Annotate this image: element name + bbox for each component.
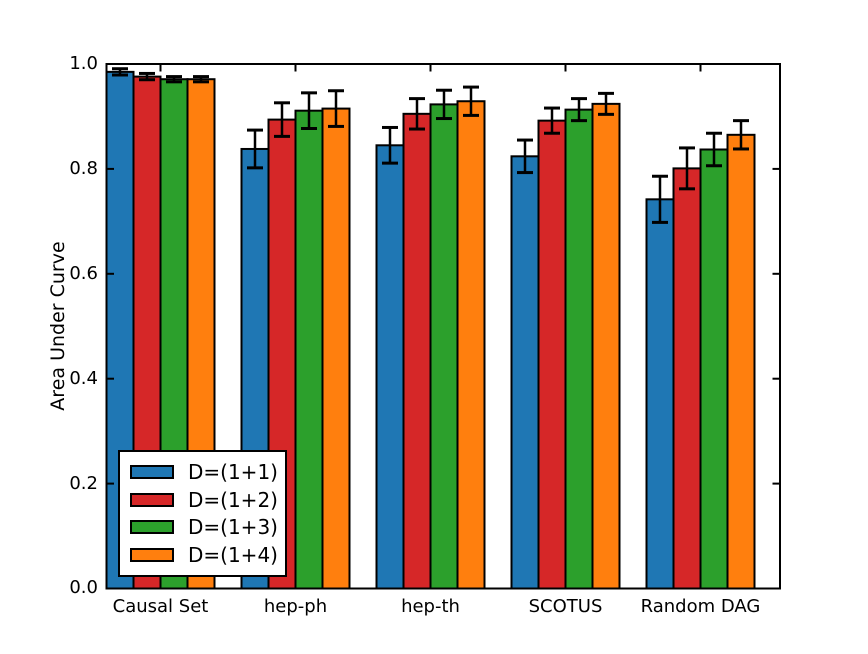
bar-random-dag-s1	[645, 198, 675, 590]
bar-hep-th-s1	[375, 144, 405, 590]
legend-swatch-d12	[130, 492, 174, 507]
ytick-label-0.8: 0.8	[69, 158, 98, 179]
legend-label-d14: D=(1+4)	[188, 543, 278, 568]
legend-label-d13: D=(1+3)	[188, 515, 278, 540]
y-axis-title: Area Under Curve	[47, 241, 69, 411]
bar-scotus-s3	[564, 108, 594, 590]
bar-hep-th-s2	[402, 112, 432, 590]
legend-item-d11: D=(1+1)	[130, 459, 278, 484]
ytick-label-0.6: 0.6	[69, 263, 98, 284]
ytick-label-0.2: 0.2	[69, 473, 98, 494]
bar-hep-ph-s3	[294, 109, 324, 590]
legend-item-d14: D=(1+4)	[130, 543, 278, 568]
axes-frame	[105, 63, 781, 590]
legend: D=(1+1) D=(1+2) D=(1+3) D=(1+4)	[118, 450, 287, 577]
bar-scotus-s2	[537, 119, 567, 590]
legend-item-d12: D=(1+2)	[130, 487, 278, 512]
bar-random-dag-s2	[672, 167, 702, 590]
bar-hep-th-s3	[429, 103, 459, 590]
xtick-label-hep-ph: hep-ph	[263, 596, 328, 617]
ytick-label-0.4: 0.4	[69, 368, 98, 389]
legend-label-d11: D=(1+1)	[188, 459, 278, 484]
legend-swatch-d11	[130, 464, 174, 479]
bar-hep-th-s4	[456, 100, 486, 590]
bar-random-dag-s3	[699, 148, 729, 590]
xtick-label-random-dag: Random DAG	[640, 596, 761, 617]
xtick-label-hep-th: hep-th	[401, 596, 460, 617]
ytick-label-0.0: 0.0	[69, 577, 98, 598]
legend-label-d12: D=(1+2)	[188, 487, 278, 512]
ytick-label-1.0: 1.0	[69, 53, 98, 74]
legend-item-d13: D=(1+3)	[130, 515, 278, 540]
bar-random-dag-s4	[726, 133, 756, 590]
xtick-label-scotus: SCOTUS	[528, 596, 603, 617]
legend-swatch-d14	[130, 548, 174, 563]
legend-swatch-d13	[130, 520, 174, 535]
xtick-label-causal-set: Causal Set	[112, 596, 209, 617]
bar-scotus-s4	[591, 102, 621, 590]
bar-scotus-s1	[510, 155, 540, 590]
bar-hep-ph-s4	[321, 107, 351, 590]
